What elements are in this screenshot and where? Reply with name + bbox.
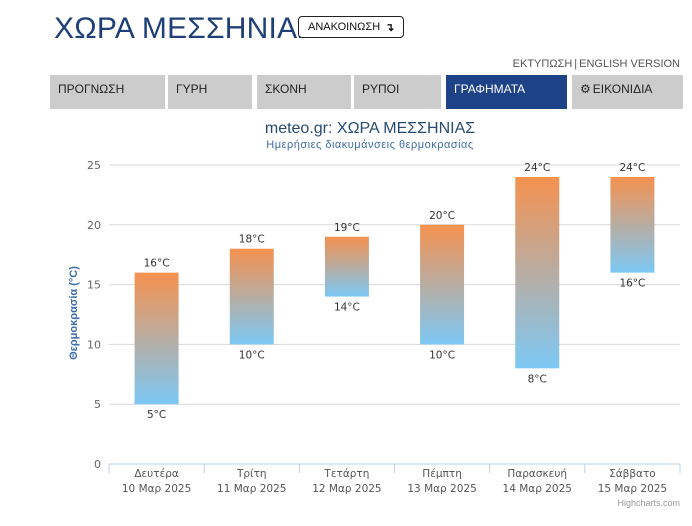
low-temp-label: 8°C: [528, 373, 547, 385]
tab-label: ΕΙΚΟΝΙΔΙΑ: [592, 82, 653, 96]
print-link[interactable]: ΕΚΤΥΠΩΣΗ: [512, 58, 573, 70]
x-tick-label-date: 12 Μαρ 2025: [312, 483, 381, 495]
temperature-range-bar: [229, 248, 274, 345]
low-temp-label: 5°C: [147, 409, 166, 421]
temperature-range-bar: [134, 272, 179, 405]
tab-label: ΣΚΟΝΗ: [265, 82, 307, 96]
y-tick-label: 15: [87, 279, 101, 292]
link-separator: |: [574, 58, 578, 70]
x-tick-label-date: 15 Μαρ 2025: [598, 483, 667, 495]
temperature-range-bar: [420, 224, 465, 345]
low-temp-label: 14°C: [334, 302, 360, 314]
x-tick-label-day: Τρίτη: [236, 468, 267, 480]
y-tick-label: 10: [87, 338, 101, 351]
chart-subtitle: Ημερήσιες διακυμάνσεις θερμοκρασίας: [266, 139, 474, 151]
y-tick-label: 0: [94, 458, 101, 471]
y-tick-label: 25: [87, 159, 101, 172]
chart-title: meteo.gr: ΧΩΡΑ ΜΕΣΣΗΝΙΑΣ: [264, 120, 476, 137]
gear-icon: ⚙: [580, 82, 591, 96]
tab-forecast[interactable]: ΠΡΟΓΝΩΣΗ: [50, 75, 165, 109]
x-tick-label-date: 10 Μαρ 2025: [122, 483, 191, 495]
arrow-down-icon: ↴: [385, 21, 395, 34]
english-version-link[interactable]: ENGLISH VERSION: [579, 58, 680, 70]
high-temp-label: 16°C: [144, 258, 170, 270]
tab-icons[interactable]: ⚙ ΕΙΚΟΝΙΔΙΑ: [572, 75, 683, 109]
main-tabs: ΠΡΟΓΝΩΣΗ ΓΥΡΗ ΣΚΟΝΗ ΡΥΠΟΙ ΓΡΑΦΗΜΑΤΑ ⚙ ΕΙΚ…: [50, 75, 683, 109]
y-axis-title: Θερμοκρασία (°C): [68, 266, 80, 360]
x-tick-label-day: Σάββατο: [609, 468, 656, 480]
highcharts-credits[interactable]: Highcharts.com: [617, 498, 680, 508]
x-tick-label-date: 11 Μαρ 2025: [217, 483, 286, 495]
y-tick-label: 20: [87, 219, 101, 232]
high-temp-label: 18°C: [239, 234, 265, 246]
announcement-label: ΑΝΑΚΟΙΝΩΣΗ: [308, 21, 381, 33]
tab-pollen[interactable]: ΓΥΡΗ: [168, 75, 252, 109]
y-tick-label: 5: [94, 398, 101, 411]
tab-label: ΓΥΡΗ: [176, 82, 208, 96]
top-links: ΕΚΤΥΠΩΣΗ | ENGLISH VERSION: [513, 58, 680, 70]
high-temp-label: 24°C: [524, 162, 550, 174]
low-temp-label: 16°C: [619, 278, 645, 290]
x-tick-label-day: Πέμπτη: [422, 468, 462, 480]
announcement-button[interactable]: ΑΝΑΚΟΙΝΩΣΗ ↴: [298, 16, 405, 38]
x-tick-label-day: Τετάρτη: [323, 468, 369, 480]
low-temp-label: 10°C: [239, 349, 265, 361]
x-tick-label-day: Δευτέρα: [134, 468, 179, 480]
high-temp-label: 19°C: [334, 222, 360, 234]
x-tick-label-day: Παρασκευή: [507, 468, 567, 480]
high-temp-label: 20°C: [429, 210, 455, 222]
temperature-range-bar: [324, 236, 369, 297]
tab-label: ΠΡΟΓΝΩΣΗ: [58, 82, 125, 96]
tab-label: ΡΥΠΟΙ: [362, 82, 400, 96]
x-tick-label-date: 14 Μαρ 2025: [503, 483, 572, 495]
page-title: ΧΩΡΑ ΜΕΣΣΗΝΙΑΣ: [54, 12, 317, 45]
x-tick-label-date: 13 Μαρ 2025: [407, 483, 476, 495]
temperature-range-chart: 0 5 10 15 20 25 16°C 5°C Δευτέρα 10 Μαρ 2025 18°C 1…: [68, 159, 681, 495]
tab-dust[interactable]: ΣΚΟΝΗ: [257, 75, 351, 109]
tab-label: ΓΡΑΦΗΜΑΤΑ: [454, 82, 526, 96]
temperature-range-bar: [610, 176, 655, 273]
low-temp-label: 10°C: [429, 349, 455, 361]
tab-pollutants[interactable]: ΡΥΠΟΙ: [354, 75, 441, 109]
high-temp-label: 24°C: [619, 162, 645, 174]
tab-charts[interactable]: ΓΡΑΦΗΜΑΤΑ: [446, 75, 567, 109]
temperature-range-bar: [515, 176, 560, 369]
